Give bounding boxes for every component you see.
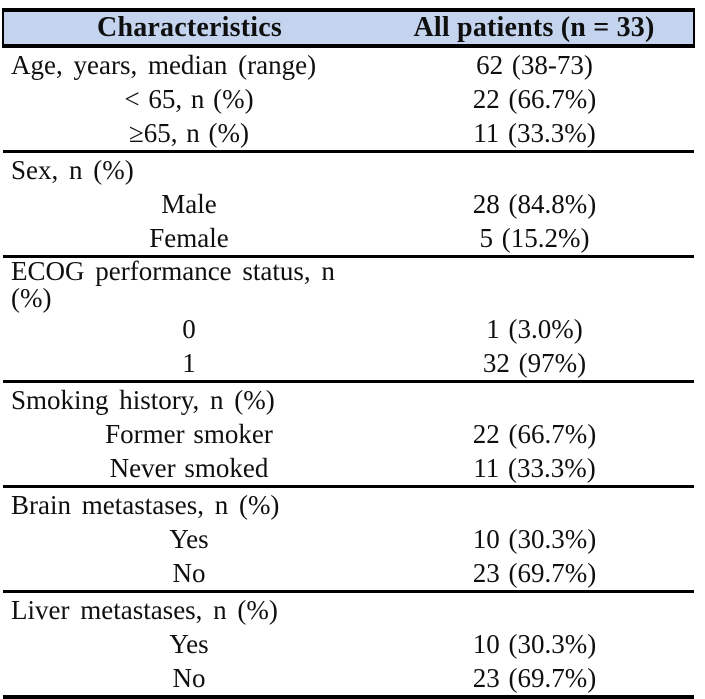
- row-label: No: [172, 557, 206, 588]
- row-value: 1 (3.0%): [486, 313, 583, 344]
- table-row-smoking: Smoking history, n (%): [3, 380, 694, 417]
- row-value: 23 (69.7%): [472, 557, 597, 588]
- row-label: 0: [182, 313, 196, 344]
- row-value: 11 (33.3%): [473, 452, 596, 483]
- row-label: Former smoker: [105, 418, 273, 449]
- row-value: [375, 150, 694, 187]
- table-row-brain-mets: Brain metastases, n (%): [3, 485, 694, 522]
- row-value: 10 (30.3%): [472, 628, 597, 659]
- patient-characteristics-table: Characteristics All patients (n = 33) Ag…: [2, 8, 695, 699]
- table-row-age: Age, years, median (range) 62 (38-73): [3, 46, 694, 82]
- row-value: 22 (66.7%): [472, 418, 597, 449]
- row-value: 32 (97%): [482, 347, 587, 378]
- row-value: 10 (30.3%): [472, 523, 597, 554]
- row-label: Sex, n (%): [3, 150, 375, 187]
- row-label: Female: [149, 222, 229, 253]
- row-label: Liver metastases, n (%): [3, 590, 375, 627]
- row-label: Smoking history, n (%): [3, 380, 375, 417]
- table-row-ecog-1: 1 32 (97%): [3, 346, 694, 382]
- row-label: < 65, n (%): [124, 83, 254, 114]
- table-row-liver-no: No 23 (69.7%): [3, 661, 694, 697]
- table-row-brain-no: No 23 (69.7%): [3, 556, 694, 592]
- row-value: [375, 380, 694, 417]
- table-header: Characteristics All patients (n = 33): [2, 8, 695, 48]
- row-label: No: [172, 662, 206, 693]
- row-value: [375, 590, 694, 627]
- row-value: [375, 255, 694, 312]
- table-row-liver-yes: Yes 10 (30.3%): [3, 627, 694, 661]
- row-value: 28 (84.8%): [472, 188, 597, 219]
- table-row-never-smoked: Never smoked 11 (33.3%): [3, 451, 694, 487]
- row-label: Male: [161, 188, 217, 219]
- row-label: Brain metastases, n (%): [3, 485, 375, 522]
- row-value: 23 (69.7%): [472, 662, 597, 693]
- row-label: Yes: [169, 523, 209, 554]
- table-row-brain-yes: Yes 10 (30.3%): [3, 522, 694, 556]
- row-label: Yes: [169, 628, 209, 659]
- table-row-liver-mets: Liver metastases, n (%): [3, 590, 694, 627]
- header-row: Characteristics All patients (n = 33): [2, 8, 695, 48]
- row-label: ≥65, n (%): [128, 117, 250, 148]
- row-value: 22 (66.7%): [472, 83, 597, 114]
- table-row-male: Male 28 (84.8%): [3, 187, 694, 221]
- row-value: 11 (33.3%): [473, 117, 596, 148]
- table-row-sex: Sex, n (%): [3, 150, 694, 187]
- table-row-age-ge65: ≥65, n (%) 11 (33.3%): [3, 116, 694, 152]
- row-label: 1: [182, 347, 196, 378]
- table-row-ecog-0: 0 1 (3.0%): [3, 312, 694, 346]
- row-value: [375, 485, 694, 522]
- row-label: Age, years, median (range): [11, 49, 317, 80]
- header-characteristics: Characteristics: [2, 8, 375, 48]
- table-row-age-lt65: < 65, n (%) 22 (66.7%): [3, 82, 694, 116]
- header-all-patients: All patients (n = 33): [375, 8, 695, 48]
- patient-characteristics-table-wrap: Characteristics All patients (n = 33) Ag…: [2, 8, 695, 699]
- row-label: ECOG performance status, n (%): [3, 255, 375, 312]
- table-row-ecog: ECOG performance status, n (%): [3, 255, 694, 312]
- row-value: 62 (38-73): [476, 49, 593, 80]
- row-value: 5 (15.2%): [479, 222, 590, 253]
- table-row-former-smoker: Former smoker 22 (66.7%): [3, 417, 694, 451]
- table-body: Age, years, median (range) 62 (38-73) < …: [3, 46, 694, 697]
- row-label: Never smoked: [109, 452, 269, 483]
- table-row-female: Female 5 (15.2%): [3, 221, 694, 257]
